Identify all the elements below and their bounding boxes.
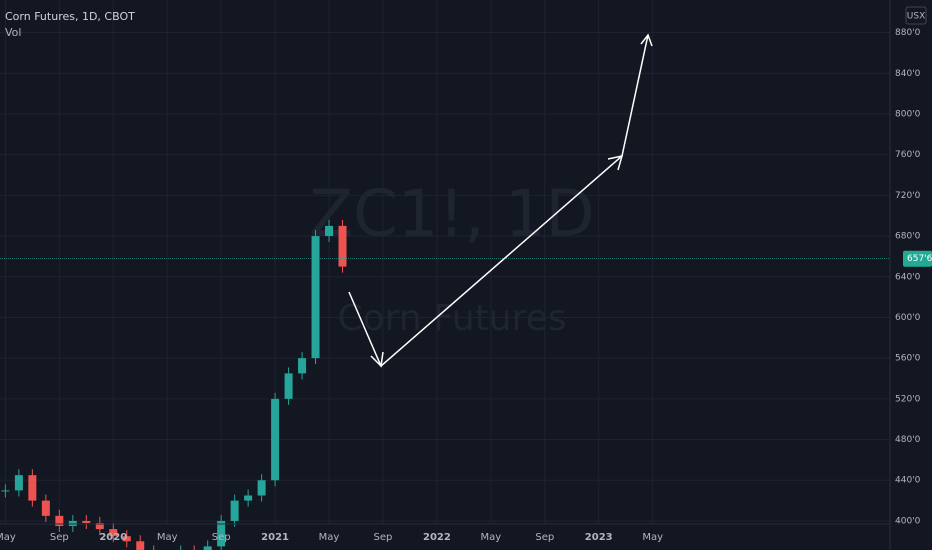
y-tick-label: 840'0: [895, 69, 921, 79]
arrow-path: [348, 34, 649, 368]
last-price-tag: [903, 250, 932, 267]
y-tick-label: 640'0: [895, 272, 921, 282]
candle: [203, 546, 212, 550]
x-tick-label: Sep: [535, 532, 554, 543]
candle: [122, 536, 131, 542]
candle: [109, 529, 118, 537]
last-price-label: 657'6: [907, 254, 932, 264]
currency-box[interactable]: [905, 6, 927, 25]
x-tick-label: May: [642, 532, 663, 543]
candle: [325, 225, 334, 237]
y-tick-label: 520'0: [895, 394, 921, 404]
candle: [338, 225, 347, 267]
x-tick-label: May: [157, 532, 178, 543]
candle: [1, 490, 10, 492]
x-tick-label: 2020: [99, 532, 127, 543]
candle: [41, 500, 50, 516]
candle: [55, 515, 64, 527]
x-tick-label: Sep: [50, 532, 69, 543]
y-tick-label: 800'0: [895, 109, 921, 119]
y-tick-label: 600'0: [895, 313, 921, 323]
x-tick-label: May: [481, 532, 502, 543]
marks: [0, 219, 890, 550]
x-tick-label: 2021: [261, 532, 289, 543]
arrow-head: [370, 351, 384, 368]
candle: [244, 495, 253, 501]
x-tick-label: 2022: [423, 532, 451, 543]
arrow-drawing: [348, 33, 653, 368]
x-tick-label: May: [0, 532, 16, 543]
candle: [28, 475, 37, 501]
candle: [230, 500, 239, 521]
arrow-head: [640, 33, 653, 47]
y-tick-label: 760'0: [895, 150, 921, 160]
candle: [284, 373, 293, 399]
symbol-title: Corn Futures, 1D, CBOT: [5, 10, 135, 23]
candle: [298, 358, 307, 374]
y-tick-label: 440'0: [895, 476, 921, 486]
candle: [257, 480, 266, 496]
x-tick-label: 2023: [585, 532, 613, 543]
y-tick-label: 480'0: [895, 435, 921, 445]
arrow-head: [607, 155, 624, 171]
candle: [95, 522, 104, 530]
currency[interactable]: USX: [907, 12, 925, 22]
candle: [311, 236, 320, 359]
y-tick-label: 880'0: [895, 28, 921, 38]
watermark: ZC1!, 1D: [309, 178, 595, 252]
y-tick-label: 560'0: [895, 354, 921, 364]
axes: 400'0 440'0 480'0 520'0 560'0 600'0 640'0 680'0…: [0, 28, 932, 543]
candle: [68, 520, 77, 527]
candle: [271, 398, 280, 481]
candle: [82, 520, 91, 523]
candle: [136, 541, 145, 550]
candle: [14, 475, 23, 491]
x-tick-label: Sep: [212, 532, 231, 543]
x-tick-label: Sep: [374, 532, 393, 543]
grid: [0, 0, 890, 524]
y-tick-label: 400'0: [895, 516, 921, 526]
x-tick-label: May: [319, 532, 340, 543]
volume-label: Vol: [5, 26, 21, 39]
candle: [217, 520, 226, 547]
y-tick-label: 720'0: [895, 191, 921, 201]
y-tick-label: 680'0: [895, 232, 921, 242]
